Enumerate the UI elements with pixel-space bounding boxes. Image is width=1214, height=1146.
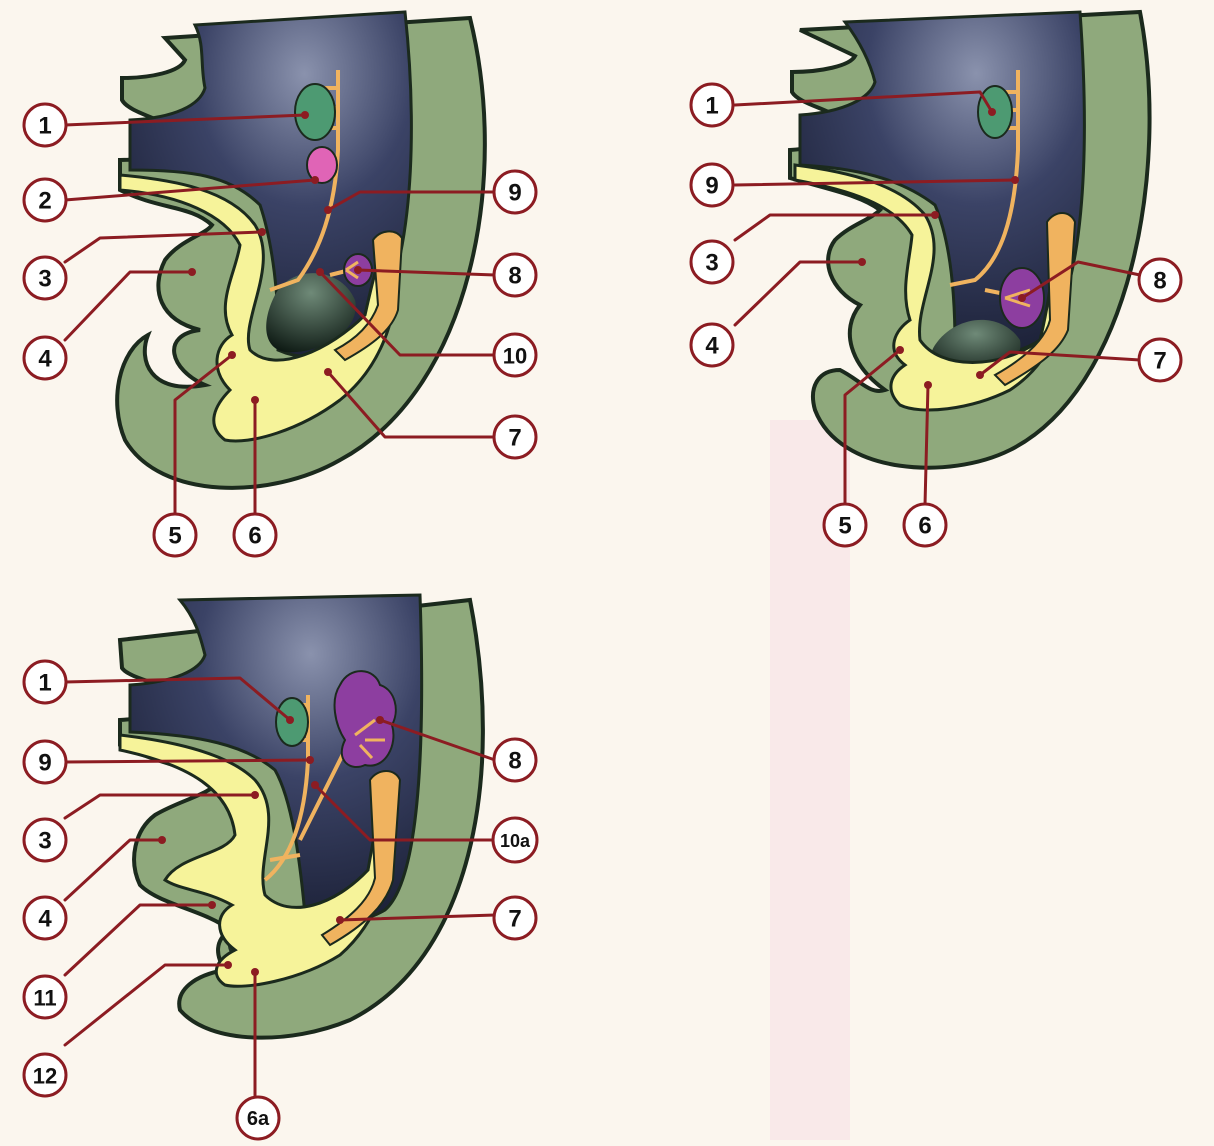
svg-text:6: 6	[248, 523, 261, 550]
label-a-9: 9	[492, 169, 538, 215]
label-a-3: 3	[22, 255, 68, 301]
svg-text:5: 5	[838, 513, 851, 540]
duct	[993, 212, 1077, 387]
label-a-10: 10	[492, 332, 538, 378]
svg-text:10: 10	[503, 344, 527, 369]
label-c-6a: 6a	[235, 1095, 281, 1141]
svg-text:9: 9	[38, 750, 51, 777]
label-a-8: 8	[492, 252, 538, 298]
panel-a	[115, 10, 487, 490]
pink-tissue	[306, 146, 338, 184]
endoderm	[118, 733, 395, 988]
leader-a-9	[326, 190, 497, 212]
svg-text:8: 8	[508, 748, 521, 775]
leader-a-2	[63, 178, 317, 202]
duct	[320, 770, 402, 947]
leader-b-1	[733, 90, 994, 114]
svg-text:7: 7	[508, 425, 521, 452]
leader-a-10	[318, 270, 497, 357]
label-b-9: 9	[689, 162, 735, 208]
purple-branch	[354, 718, 385, 760]
label-b-5: 5	[822, 502, 868, 548]
purple-branch	[1004, 288, 1031, 308]
leader-b-8	[1020, 260, 1142, 300]
leaders	[63, 90, 1142, 1102]
label-a-6: 6	[232, 512, 278, 558]
label-c-11: 11	[22, 974, 68, 1020]
label-b-8: 8	[1137, 257, 1183, 303]
svg-text:6: 6	[918, 513, 931, 540]
label-c-1: 1	[22, 659, 68, 705]
leader-a-4	[63, 270, 194, 342]
svg-text:3: 3	[38, 828, 51, 855]
label-a-1: 1	[22, 102, 68, 148]
label-a-7: 7	[492, 414, 538, 460]
leader-c-11	[63, 903, 214, 977]
svg-text:12: 12	[33, 1064, 57, 1089]
svg-text:1: 1	[38, 670, 51, 697]
leader-c-1	[63, 676, 292, 722]
leader-b-4	[733, 260, 864, 327]
svg-text:11: 11	[33, 986, 56, 1011]
label-c-12: 12	[22, 1052, 68, 1098]
svg-text:2: 2	[38, 188, 51, 215]
leader-c-8	[378, 718, 497, 762]
svg-text:4: 4	[705, 333, 719, 360]
leader-a-8	[356, 268, 497, 277]
leader-b-9	[733, 178, 1017, 187]
svg-text:10a: 10a	[500, 831, 531, 851]
svg-text:6a: 6a	[247, 1108, 270, 1130]
label-a-4: 4	[22, 335, 68, 381]
label-b-1: 1	[689, 82, 735, 128]
leader-a-7	[326, 370, 497, 439]
svg-text:9: 9	[705, 173, 718, 200]
leader-c-7	[338, 913, 497, 922]
label-b-4: 4	[689, 322, 735, 368]
leader-c-4	[63, 838, 164, 902]
svg-text:5: 5	[168, 523, 181, 550]
leader-a-3	[63, 230, 264, 264]
pit	[266, 273, 356, 353]
panel-c	[117, 593, 485, 1040]
svg-text:7: 7	[1153, 348, 1166, 375]
svg-text:7: 7	[508, 906, 521, 933]
leader-a-1	[63, 113, 307, 127]
purple-branch	[345, 260, 359, 280]
svg-text:3: 3	[38, 266, 51, 293]
svg-text:4: 4	[38, 346, 52, 373]
label-b-7: 7	[1137, 337, 1183, 383]
svg-text:8: 8	[508, 263, 521, 290]
label-c-9: 9	[22, 739, 68, 785]
green-tissue	[294, 83, 336, 141]
label-c-8: 8	[492, 737, 538, 783]
leader-b-3	[733, 213, 937, 242]
leader-c-12	[63, 963, 230, 1047]
svg-text:4: 4	[38, 906, 52, 933]
svg-text:8: 8	[1153, 268, 1166, 295]
leader-tips	[158, 108, 1026, 976]
label-a-2: 2	[22, 177, 68, 223]
label-b-3: 3	[689, 239, 735, 285]
leader-b-5	[843, 348, 902, 507]
leader-a-5	[173, 353, 234, 517]
label-c-7: 7	[492, 895, 538, 941]
svg-text:9: 9	[508, 180, 521, 207]
leader-b-7	[978, 350, 1142, 377]
label-c-10a: 10a	[491, 816, 539, 864]
label-c-4: 4	[22, 895, 68, 941]
leader-c-9	[63, 758, 312, 764]
svg-text:1: 1	[38, 113, 51, 140]
svg-text:3: 3	[705, 250, 718, 277]
leader-c-10a	[313, 783, 497, 842]
label-a-5: 5	[152, 512, 198, 558]
leader-c-3	[63, 793, 257, 820]
duct	[333, 230, 404, 362]
label-c-3: 3	[22, 817, 68, 863]
label-b-6: 6	[902, 502, 948, 548]
purple-tissue	[333, 670, 397, 768]
leader-b-6	[923, 383, 930, 507]
svg-text:1: 1	[705, 93, 718, 120]
